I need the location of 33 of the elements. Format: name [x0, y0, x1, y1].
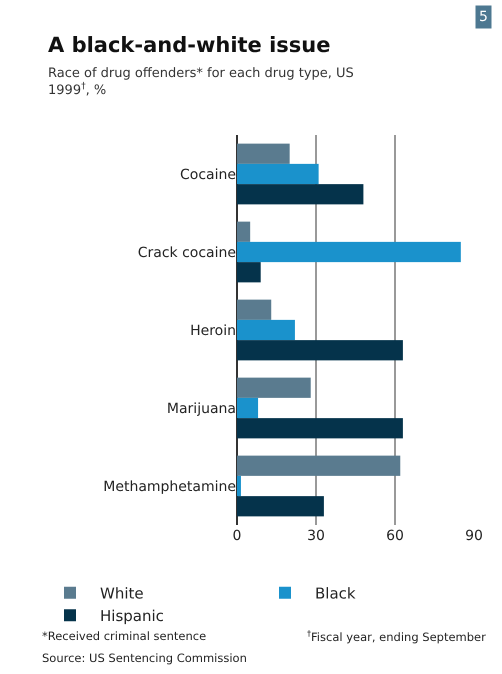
legend-label: Black [315, 584, 356, 603]
bar [237, 398, 258, 418]
x-tick-label: 60 [386, 528, 404, 544]
bar [237, 418, 403, 438]
y-tick-label: Heroin [190, 322, 236, 339]
x-tick-label: 90 [465, 528, 483, 544]
legend-label: Hispanic [100, 607, 164, 626]
bar [237, 340, 403, 360]
bar [237, 378, 311, 398]
bar [237, 456, 400, 476]
bar [237, 144, 290, 164]
y-tick-label: Methamphetamine [103, 478, 236, 495]
bar [237, 476, 241, 496]
y-tick-label: Cocaine [180, 166, 236, 183]
chart-subtitle: Race of drug offenders* for each drug type, US 1999$^{†}$, % [48, 66, 354, 98]
source-note: Source: US Sentencing Commission [42, 651, 247, 665]
bar [237, 164, 319, 184]
text: $^{†}$Fiscal year, ending September [307, 629, 486, 644]
bar [237, 300, 272, 320]
y-tick-label: Crack cocaine [138, 244, 236, 261]
bar [237, 320, 295, 340]
bar [237, 184, 364, 204]
bar [237, 222, 250, 242]
x-tick-label: 30 [307, 528, 325, 544]
bar [237, 242, 461, 262]
x-tick-label: 0 [232, 528, 242, 544]
text: *Received criminal sentence [42, 629, 206, 643]
y-tick-label: Marijuana [166, 400, 236, 417]
text: 5 [479, 9, 488, 25]
bar [237, 262, 261, 282]
bar [237, 496, 324, 516]
chart-title: A black-and-white issue [48, 33, 330, 57]
legend-label: White [100, 584, 144, 603]
